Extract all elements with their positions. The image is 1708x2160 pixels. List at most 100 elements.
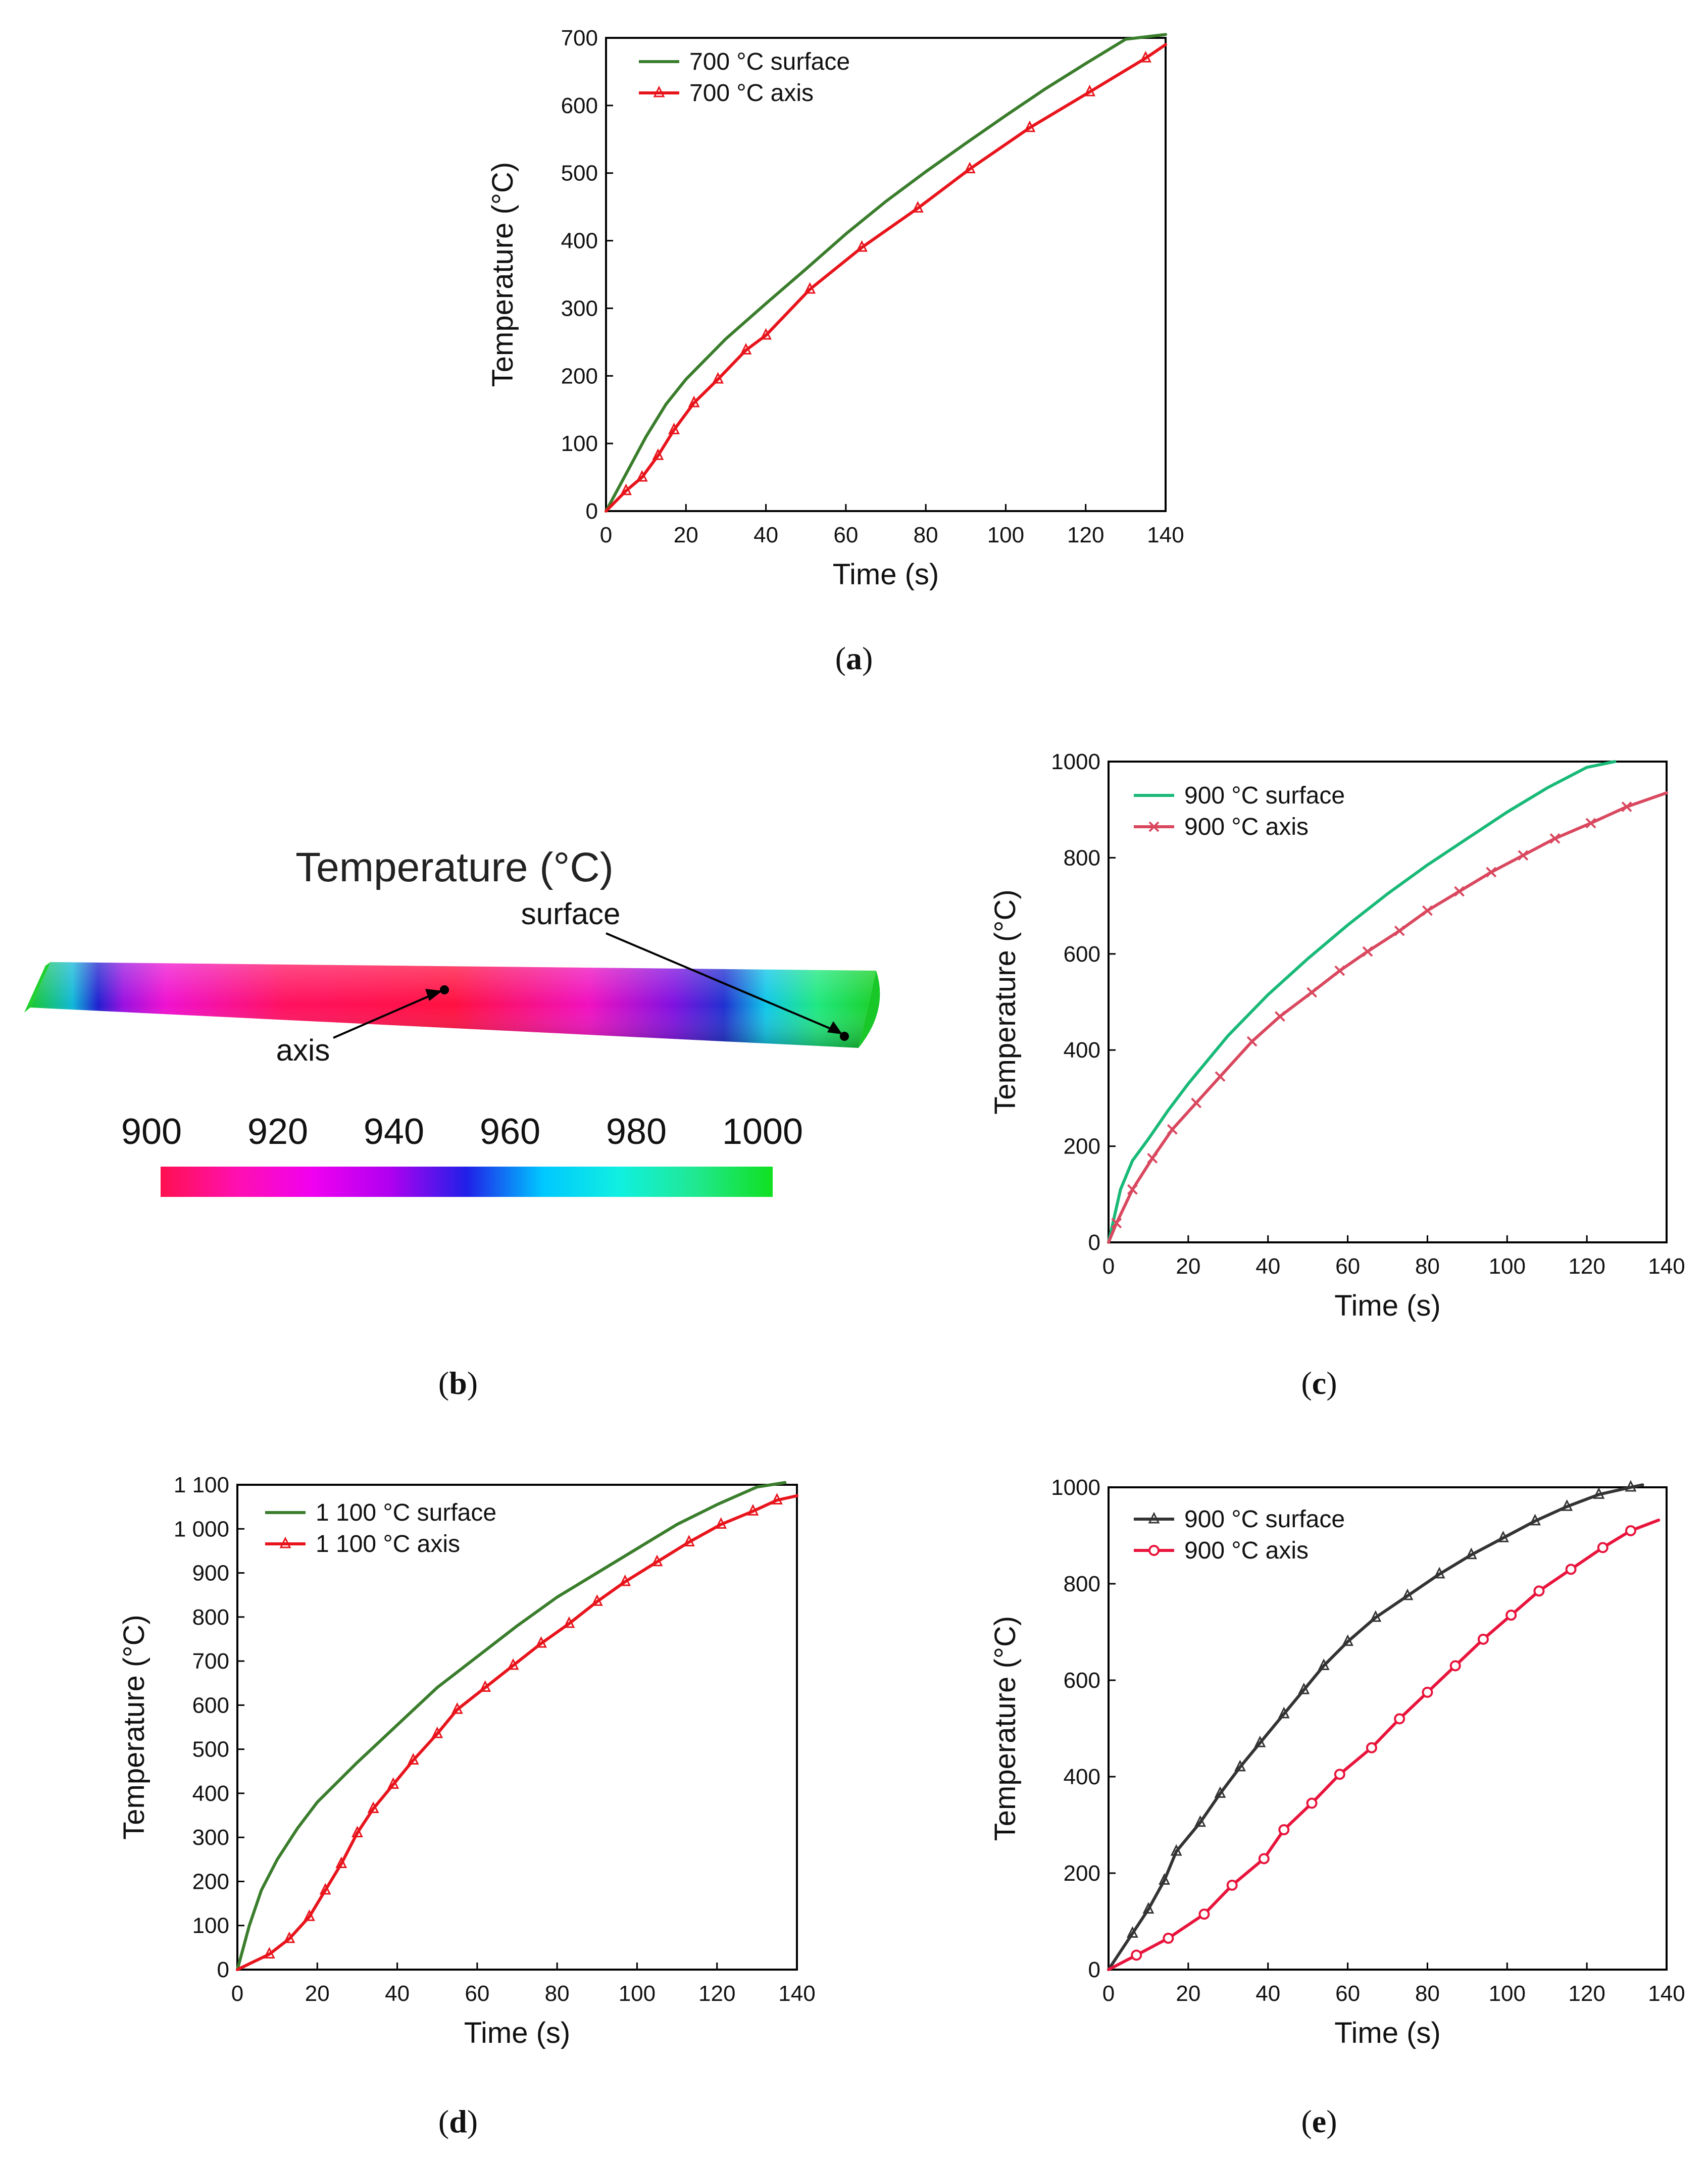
data-point-marker: [1625, 1480, 1637, 1492]
y-tick-label: 800: [1064, 1572, 1100, 1596]
panel-letter: c: [1312, 1365, 1326, 1401]
legend-label: 1 100 °C surface: [316, 1499, 496, 1526]
data-point-marker: [619, 1574, 631, 1586]
y-tick-label: 100: [561, 431, 598, 456]
x-tick-label: 140: [778, 1981, 815, 2006]
data-point-marker: [1465, 1547, 1477, 1560]
y-tick-label: 600: [1064, 942, 1100, 967]
x-tick-label: 40: [385, 1981, 410, 2006]
data-point-marker: [1148, 1545, 1160, 1556]
data-point-marker: [507, 1658, 519, 1670]
series-2: [1107, 791, 1668, 1244]
data-point-marker: [1214, 1786, 1226, 1798]
data-point-marker: [304, 1909, 315, 1921]
data-point-marker: [683, 1535, 695, 1546]
series-1: [1107, 1480, 1644, 1971]
x-tick-label: 20: [1176, 1254, 1200, 1279]
x-tick-label: 140: [1147, 523, 1184, 547]
x-tick-label: 120: [1067, 523, 1104, 547]
data-point-marker: [1366, 1742, 1377, 1753]
x-tick-label: 100: [1489, 1254, 1526, 1279]
data-point-marker: [431, 1726, 443, 1738]
data-point-marker: [1401, 1588, 1414, 1600]
legend: 900 °C surface 900 °C axis: [1134, 1506, 1345, 1564]
plot-frame: [1108, 761, 1668, 1243]
data-point-marker: [283, 1931, 295, 1943]
data-point-marker: [1318, 1658, 1330, 1670]
data-point-marker: [856, 240, 868, 252]
paren: (: [1301, 2103, 1312, 2139]
surface-annotation: surface: [521, 897, 621, 931]
data-point-marker: [1142, 1902, 1154, 1914]
y-tick-label: 400: [561, 229, 598, 254]
chart-a: 0 20 40 60 80 100 120 140 0 100 200 300 400 500 600 700…: [486, 26, 1184, 591]
series-line: [1107, 791, 1668, 1244]
series-line: [605, 33, 1167, 513]
data-point-marker: [1334, 965, 1345, 976]
y-tick-label: 500: [192, 1737, 229, 1762]
axis-arrowhead: [425, 989, 442, 1001]
y-axis-title: Temperature (°C): [486, 162, 519, 387]
data-point-marker: [1278, 1706, 1290, 1719]
x-axis-title: Time (s): [833, 558, 939, 591]
colorbar-tick-label: 960: [480, 1112, 540, 1152]
series-2: [236, 1493, 798, 1971]
legend: 700 °C surface 700 °C axis: [639, 48, 850, 107]
data-point-marker: [712, 372, 724, 384]
panel-label-c: (c): [1301, 1365, 1337, 1401]
x-tick-label: 100: [987, 523, 1024, 547]
data-point-marker: [1394, 925, 1405, 936]
legend-label: 700 °C axis: [689, 80, 814, 107]
y-tick-label: 0: [217, 1957, 229, 1982]
paren: (: [835, 640, 846, 676]
x-tick-label: 20: [674, 523, 698, 547]
x-tick-label: 140: [1648, 1981, 1685, 2006]
y-tick-label: 200: [561, 364, 598, 388]
data-point-marker: [653, 85, 665, 97]
data-point-marker: [1194, 1815, 1206, 1827]
data-point-marker: [1549, 833, 1561, 844]
y-tick-label: 1 000: [174, 1517, 229, 1541]
data-point-marker: [563, 1616, 575, 1628]
data-point-marker: [1505, 1610, 1517, 1621]
data-point-marker: [451, 1702, 463, 1714]
data-point-marker: [1422, 905, 1433, 916]
data-point-marker: [1226, 1879, 1238, 1891]
data-point-marker: [1254, 1735, 1266, 1747]
data-point-marker: [279, 1536, 291, 1548]
y-tick-label: 700: [561, 26, 598, 51]
x-tick-label: 80: [914, 523, 938, 547]
x-tick-label: 120: [1568, 1254, 1605, 1279]
series-2: [1107, 1518, 1661, 1971]
data-point-marker: [1167, 1124, 1178, 1135]
data-point-marker: [1454, 886, 1465, 897]
legend-label: 1 100 °C axis: [316, 1531, 460, 1558]
data-point-marker: [335, 1856, 347, 1869]
data-point-marker: [263, 1947, 275, 1958]
y-tick-label: 0: [1088, 1230, 1100, 1255]
data-point-marker: [407, 1753, 419, 1765]
data-point-marker: [1370, 1610, 1382, 1622]
y-tick-label: 100: [192, 1914, 229, 1938]
colorbar-tick-label: 1000: [722, 1112, 803, 1152]
panel-label-e: (e): [1301, 2103, 1337, 2139]
y-tick-label: 700: [192, 1649, 229, 1674]
legend-label: 900 °C surface: [1184, 1506, 1345, 1533]
data-point-marker: [1597, 1542, 1609, 1553]
data-point-marker: [1140, 51, 1151, 63]
data-point-marker: [747, 1504, 759, 1516]
paren: ): [1326, 1365, 1337, 1401]
data-point-marker: [1422, 1686, 1433, 1698]
series-line: [605, 43, 1167, 513]
paren: (: [438, 1365, 449, 1401]
x-tick-label: 60: [1335, 1254, 1360, 1279]
rod-end-cap: [859, 971, 880, 1048]
plot-frame: [605, 37, 1167, 512]
y-tick-label: 400: [1064, 1038, 1100, 1063]
rod-body-shade: [30, 962, 876, 1048]
x-tick-label: 100: [1489, 1981, 1526, 2006]
axis-point: [440, 985, 449, 994]
data-point-marker: [367, 1801, 379, 1813]
x-tick-label: 100: [619, 1981, 656, 2006]
data-point-marker: [651, 1554, 663, 1567]
